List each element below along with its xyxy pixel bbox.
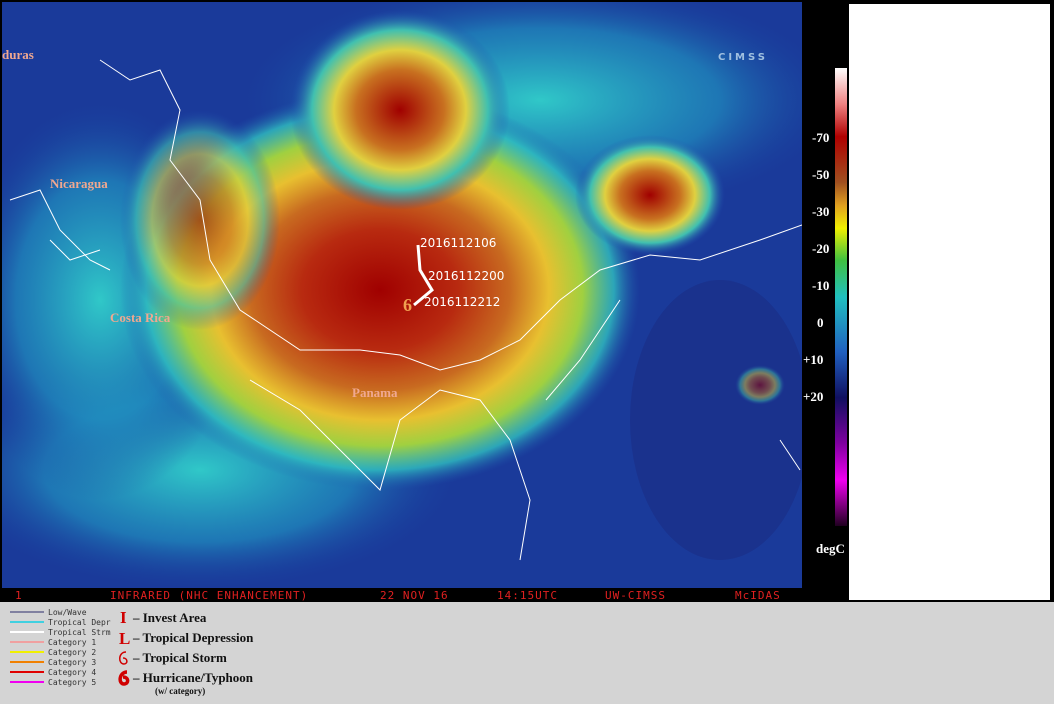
footer-bar: 1 INFRARED (NHC ENHANCEMENT) 22 NOV 16 1… <box>15 589 781 602</box>
legend-label: – Hurricane/Typhoon <box>132 670 254 685</box>
legend-label: – Invest Area <box>132 610 207 625</box>
legend-line-label: Tropical Depr <box>48 618 111 627</box>
colorbar-tick: +20 <box>803 389 823 404</box>
track-label: 2016112106 <box>420 236 496 250</box>
logo: CIMSS <box>718 52 768 63</box>
colorbar-tick: -20 <box>812 241 829 256</box>
footer-text: McIDAS <box>735 589 781 602</box>
place-label: Panama <box>352 385 398 400</box>
colorbar-tick: -70 <box>812 130 829 145</box>
legend-note: (w/ category) <box>155 686 205 696</box>
place-label: Costa Rica <box>110 310 171 325</box>
colorbar-tick: +10 <box>803 352 823 367</box>
colorbar <box>835 68 847 526</box>
colorbar-tick: 0 <box>817 315 824 330</box>
satellite-image <box>2 2 802 588</box>
legend-symbol <box>119 651 128 665</box>
storm-track <box>413 244 434 307</box>
footer-text: UW-CIMSS <box>605 589 666 602</box>
legend-label: – Tropical Storm <box>132 650 227 665</box>
legend-line-label: Low/Wave <box>48 608 87 617</box>
colorbar-unit: degC <box>816 541 845 556</box>
legend-line-label: Category 1 <box>48 638 96 647</box>
legend-symbol <box>118 670 130 686</box>
place-label: Nicaragua <box>50 176 108 191</box>
footer-text: 1 <box>15 589 23 602</box>
legend-line-label: Category 3 <box>48 658 96 667</box>
legend-line-label: Tropical Strm <box>48 628 111 637</box>
legend-label: – Tropical Depression <box>132 630 254 645</box>
side-panel <box>849 4 1050 600</box>
legend-symbol: L <box>119 629 130 648</box>
footer-text: INFRARED (NHC ENHANCEMENT) <box>110 589 308 602</box>
legend-symbol: I <box>120 608 127 627</box>
colorbar-tick: -50 <box>812 167 829 182</box>
colorbar-tick: -30 <box>812 204 829 219</box>
colorbar-tick: -10 <box>812 278 829 293</box>
footer-text: 14:15UTC <box>497 589 558 602</box>
footer-text: 22 NOV 16 <box>380 589 449 602</box>
storm-symbol: 6 <box>403 295 412 315</box>
legend-line-label: Category 2 <box>48 648 96 657</box>
place-label: duras <box>2 47 34 62</box>
track-label: 2016112212 <box>424 295 500 309</box>
legend-line-label: Category 4 <box>48 668 96 677</box>
track-label: 2016112200 <box>428 269 504 283</box>
colorbar-ticks: -70 -50 -30 -20 -10 0 +10 +20 <box>803 130 829 404</box>
legend-line-label: Category 5 <box>48 678 96 687</box>
